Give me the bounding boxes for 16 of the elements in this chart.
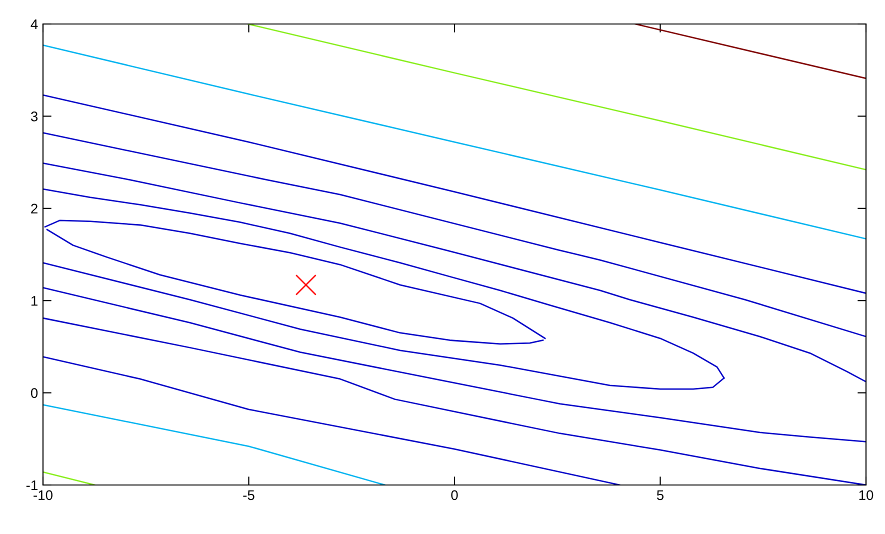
line-series [43, 44, 866, 240]
line-series [247, 24, 866, 170]
y-tick-label: 3 [30, 112, 38, 122]
y-tick-label: 2 [31, 204, 38, 214]
y-tick-label: 1 [31, 296, 38, 306]
x-tick-label: 0 [451, 490, 458, 500]
line-series [43, 356, 621, 485]
line-series [43, 286, 866, 442]
x-tick-label: -10 [34, 490, 52, 500]
x-tick-label: -5 [243, 490, 254, 500]
y-tick-label: 0 [30, 388, 38, 398]
x-tick-label: 5 [656, 490, 664, 500]
y-tick-label: -1 [26, 480, 38, 490]
line-series [43, 94, 866, 294]
y-tick-label: 4 [30, 19, 38, 30]
x-tick-label: 10 [859, 490, 874, 500]
